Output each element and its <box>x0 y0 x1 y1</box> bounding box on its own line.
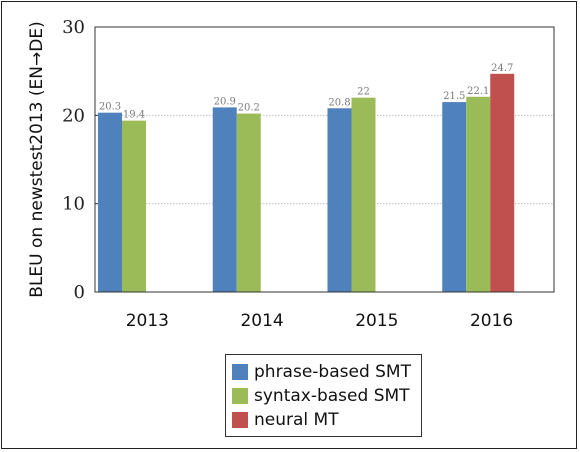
legend-item-phrase-based: phrase-based SMT <box>232 360 421 384</box>
data-label: 22 <box>357 87 370 98</box>
data-label: 20.3 <box>99 102 121 113</box>
legend-item-syntax-based: syntax-based SMT <box>232 384 421 408</box>
bar <box>236 113 261 292</box>
legend-label-neural: neural MT <box>254 410 339 430</box>
data-label: 21.5 <box>443 91 465 102</box>
x-tick-label: 2014 <box>240 311 283 331</box>
legend: phrase-based SMT syntax-based SMT neural… <box>225 354 422 437</box>
plot-area-border <box>94 26 555 293</box>
data-label: 22.1 <box>467 86 489 97</box>
legend-swatch-phrase-based <box>232 364 248 380</box>
legend-label-phrase-based: phrase-based SMT <box>254 362 411 382</box>
legend-label-syntax-based: syntax-based SMT <box>254 386 410 406</box>
data-label: 20.2 <box>238 103 260 114</box>
bar <box>466 96 491 293</box>
data-label: 19.4 <box>123 110 145 121</box>
data-label: 20.8 <box>328 97 350 108</box>
bar <box>327 108 352 293</box>
y-axis-title: BLEU on newstest2013 (EN→DE) <box>27 21 47 297</box>
bar <box>351 97 376 293</box>
y-tick-label: 10 <box>62 194 85 215</box>
data-label: 20.9 <box>214 96 236 107</box>
y-tick-label: 20 <box>62 105 85 126</box>
x-tick-label: 2015 <box>355 311 398 331</box>
y-tick-label: 30 <box>62 17 85 38</box>
legend-swatch-neural <box>232 412 248 428</box>
bar <box>490 73 515 292</box>
x-tick-label: 2016 <box>470 311 513 331</box>
bar <box>212 107 237 292</box>
bar <box>442 102 467 292</box>
bar <box>122 120 146 292</box>
data-label: 24.7 <box>491 63 513 74</box>
legend-swatch-syntax-based <box>232 388 248 404</box>
y-tick-label: 0 <box>74 282 85 303</box>
legend-item-neural: neural MT <box>232 408 421 432</box>
bar <box>98 112 122 292</box>
x-tick-label: 2013 <box>126 311 169 331</box>
